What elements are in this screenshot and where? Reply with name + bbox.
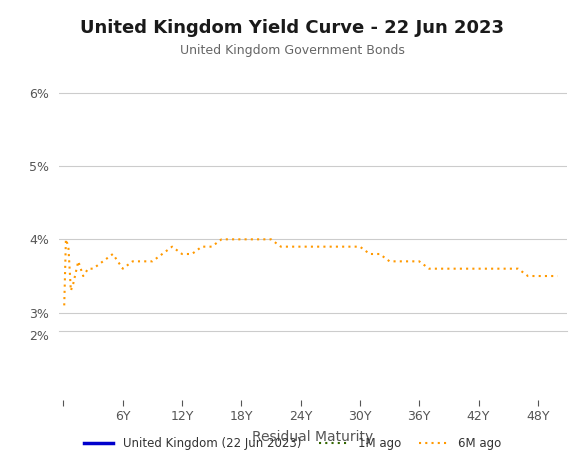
- Legend: United Kingdom (22 Jun 2023), 1M ago, 6M ago: United Kingdom (22 Jun 2023), 1M ago, 6M…: [79, 432, 506, 454]
- X-axis label: Residual Maturity: Residual Maturity: [252, 430, 374, 444]
- Text: United Kingdom Yield Curve - 22 Jun 2023: United Kingdom Yield Curve - 22 Jun 2023: [81, 19, 504, 37]
- Text: United Kingdom Government Bonds: United Kingdom Government Bonds: [180, 44, 405, 57]
